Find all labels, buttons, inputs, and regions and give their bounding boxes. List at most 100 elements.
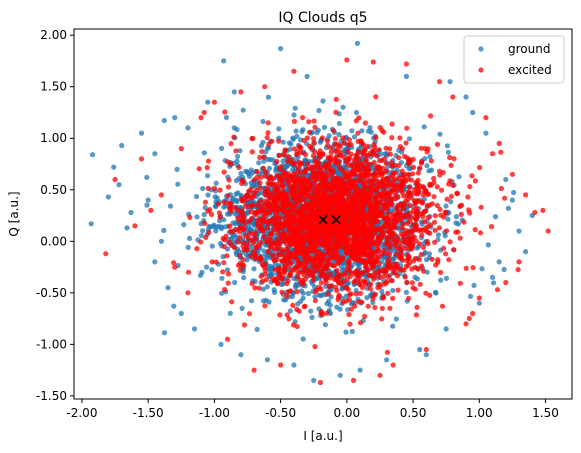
data-point-excited (329, 255, 335, 261)
data-point-ground (238, 170, 244, 177)
data-point-excited (332, 136, 338, 142)
data-point-ground (265, 156, 271, 162)
data-point-excited (345, 188, 351, 195)
data-point-ground (181, 222, 187, 228)
data-point-excited (404, 193, 410, 199)
data-point-excited (311, 229, 317, 235)
data-point-excited (254, 202, 261, 208)
data-point-excited (373, 219, 379, 225)
data-point-excited (258, 174, 264, 180)
data-point-excited (319, 312, 325, 318)
data-point-excited (356, 274, 362, 280)
data-point-ground (119, 142, 125, 149)
data-point-excited (470, 265, 476, 271)
data-point-excited (477, 164, 483, 171)
data-point-excited (228, 141, 234, 147)
data-point-excited (316, 250, 322, 256)
data-point-excited (415, 186, 421, 192)
data-point-ground (144, 202, 150, 208)
data-point-excited (265, 130, 271, 136)
data-point-ground (233, 191, 239, 197)
data-point-excited (469, 173, 475, 179)
data-point-excited (399, 224, 405, 231)
data-point-excited (377, 274, 383, 280)
data-point-excited (303, 187, 309, 193)
data-point-excited (282, 231, 288, 237)
data-point-ground (271, 287, 277, 293)
data-point-excited (366, 184, 372, 190)
data-point-excited (454, 190, 461, 197)
data-point-excited (187, 214, 193, 220)
data-point-ground (523, 249, 529, 255)
data-point-excited (242, 221, 248, 227)
data-point-excited (311, 136, 317, 142)
data-point-ground (280, 281, 286, 287)
data-point-ground (178, 310, 184, 317)
data-point-excited (353, 269, 359, 275)
data-point-excited (241, 214, 247, 220)
data-point-excited (369, 240, 375, 246)
data-point-excited (351, 236, 357, 242)
data-point-ground (280, 139, 286, 145)
data-point-ground (167, 203, 174, 209)
data-point-excited (395, 287, 401, 293)
data-point-excited (318, 165, 324, 171)
data-point-excited (253, 245, 259, 251)
data-point-excited (440, 169, 446, 176)
data-point-excited (322, 176, 329, 182)
data-point-excited (276, 166, 283, 172)
data-point-excited (385, 259, 391, 265)
data-point-excited (418, 251, 424, 258)
data-point-ground (292, 105, 298, 111)
data-point-excited (337, 152, 343, 158)
data-point-excited (221, 199, 227, 205)
data-point-excited (383, 168, 389, 174)
data-point-ground (393, 316, 399, 322)
data-point-excited (422, 219, 428, 225)
data-point-excited (253, 235, 259, 241)
data-point-ground (384, 357, 390, 363)
data-point-excited (355, 206, 361, 212)
data-point-ground (364, 295, 370, 301)
data-point-excited (225, 201, 232, 207)
data-point-ground (321, 291, 327, 298)
data-point-ground (194, 214, 200, 220)
data-point-ground (470, 109, 476, 116)
data-point-ground (111, 164, 117, 170)
data-point-excited (379, 251, 385, 257)
data-point-excited (284, 312, 290, 318)
data-point-excited (379, 316, 385, 322)
data-point-excited (260, 218, 266, 224)
data-point-excited (225, 280, 231, 286)
data-point-excited (282, 215, 288, 221)
data-point-excited (242, 203, 248, 209)
data-point-excited (409, 280, 415, 286)
data-point-excited (360, 270, 366, 276)
data-point-excited (329, 283, 335, 289)
data-point-excited (419, 263, 425, 269)
data-point-excited (404, 279, 410, 285)
data-point-excited (381, 273, 387, 279)
data-point-excited (285, 248, 291, 254)
data-point-excited (282, 262, 288, 269)
data-point-excited (414, 304, 420, 310)
data-point-ground (432, 289, 439, 295)
data-point-excited (314, 287, 320, 293)
data-point-excited (424, 238, 430, 245)
data-point-ground (340, 104, 346, 110)
data-point-excited (405, 171, 412, 177)
data-point-ground (165, 285, 171, 291)
data-point-excited (266, 197, 272, 203)
data-point-excited (202, 220, 208, 226)
data-point-excited (403, 246, 409, 252)
data-point-excited (412, 255, 418, 262)
data-point-excited (317, 154, 323, 160)
data-point-ground (201, 150, 207, 156)
scatter-points (88, 40, 551, 386)
data-point-ground (496, 259, 502, 265)
data-point-ground (249, 298, 255, 304)
data-point-ground (322, 322, 328, 328)
data-point-excited (458, 211, 464, 217)
data-point-ground (291, 112, 297, 118)
data-point-excited (196, 166, 202, 172)
